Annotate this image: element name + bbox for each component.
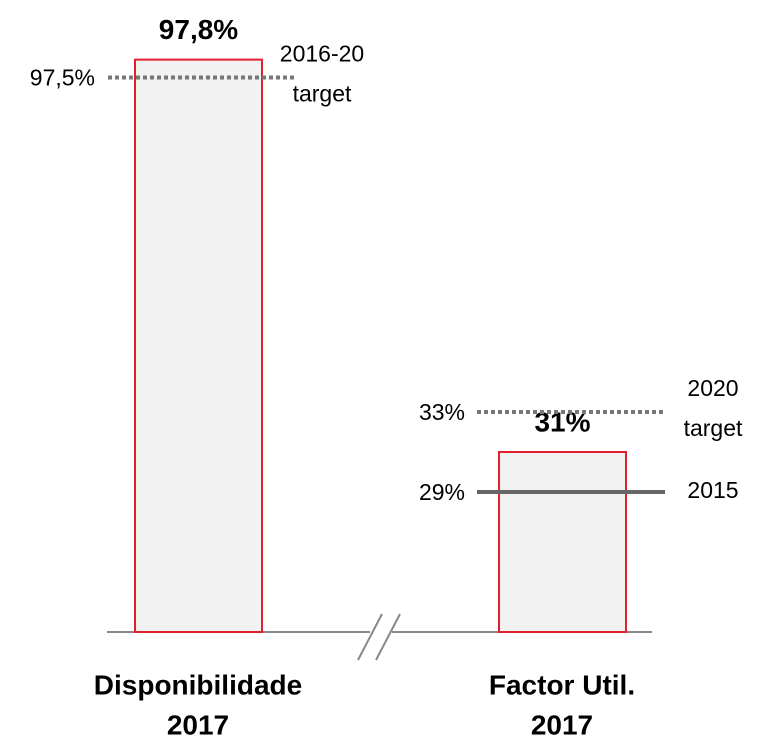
category-label: 2017 bbox=[531, 709, 593, 740]
reference-value-label: 33% bbox=[419, 399, 465, 425]
axis-break bbox=[375, 613, 401, 661]
reference-value-label: 29% bbox=[419, 479, 465, 505]
reference-label: 2020 bbox=[687, 375, 738, 401]
value-label: 97,8% bbox=[159, 14, 238, 45]
bar bbox=[498, 451, 627, 633]
category-label: 2017 bbox=[167, 709, 229, 740]
category-label: Factor Util. bbox=[489, 669, 635, 700]
reference-label: target bbox=[684, 415, 743, 441]
category-label: Disponibilidade bbox=[94, 669, 302, 700]
bar bbox=[134, 58, 263, 634]
reference-label: 2015 bbox=[687, 477, 738, 503]
reference-label: target bbox=[293, 81, 352, 107]
axis-break bbox=[357, 613, 383, 661]
reference-value-label: 97,5% bbox=[30, 65, 95, 91]
reference-label: 2016-20 bbox=[280, 41, 364, 67]
